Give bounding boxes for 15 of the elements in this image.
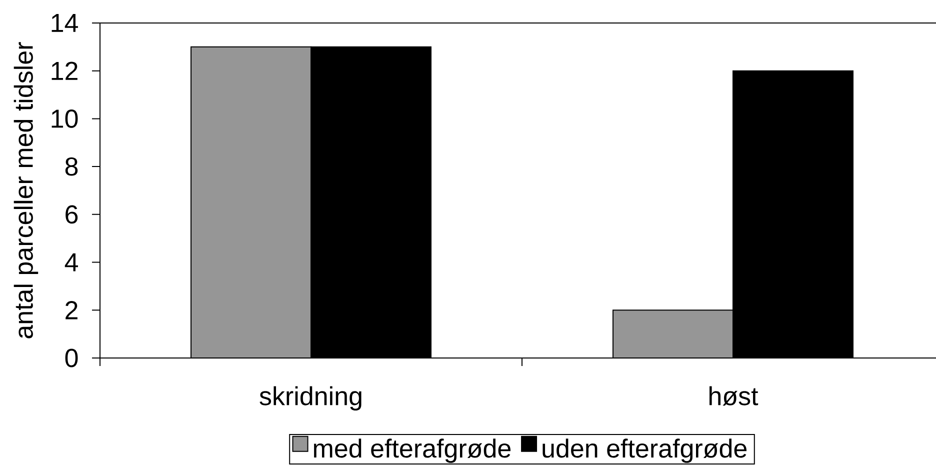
y-tick-label: 4 (64, 253, 78, 272)
x-tick-label: høst (710, 386, 758, 406)
y-tick-label: 10 (52, 110, 78, 128)
bar (190, 46, 312, 358)
legend-label: uden efterafgrøde (542, 438, 747, 463)
y-tick-label: 0 (65, 348, 78, 368)
legend-label: med efterafgrøde (314, 438, 511, 463)
bar (612, 310, 734, 358)
x-tick-label: skridning (260, 386, 362, 410)
y-tick-label: 6 (66, 205, 78, 224)
y-axis-title: antal parceller med tidsler (14, 42, 38, 338)
y-tick-label: 14 (52, 14, 78, 32)
y-tick-label: 12 (52, 62, 78, 80)
y-tick-label: 8 (65, 157, 78, 176)
y-tick-label: 2 (66, 301, 78, 320)
